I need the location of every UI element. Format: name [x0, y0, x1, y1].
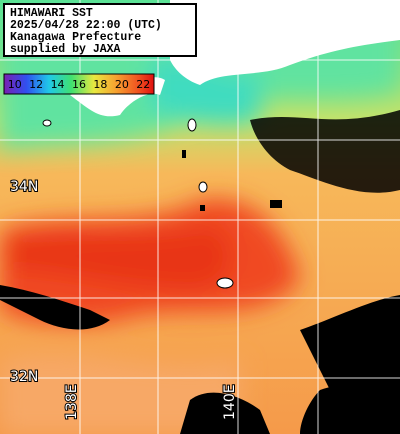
colorbar-label: 16: [72, 78, 86, 91]
colorbar-labels: 10 12 14 16 18 20 22: [8, 78, 151, 91]
longitude-label: 140E: [222, 384, 238, 420]
colorbar-label: 10: [8, 78, 22, 91]
info-line: HIMAWARI SST: [10, 7, 93, 20]
info-line: supplied by JAXA: [10, 43, 121, 56]
info-box: [3, 3, 197, 57]
colorbar-label: 18: [93, 78, 107, 91]
latitude-label: 34N: [10, 179, 38, 195]
longitude-label: 138E: [64, 384, 80, 420]
info-line: Kanagawa Prefecture: [10, 31, 141, 44]
colorbar-label: 20: [115, 78, 129, 91]
land: [170, 0, 400, 85]
colorbar: [3, 73, 155, 95]
colorbar-label: 22: [136, 78, 150, 91]
island: [42, 118, 234, 289]
cloud-mask: [0, 110, 400, 434]
colorbar-label: 14: [51, 78, 65, 91]
info-line: 2025/04/28 22:00 (UTC): [10, 19, 162, 32]
colorbar-label: 12: [29, 78, 43, 91]
latitude-label: 32N: [10, 369, 38, 385]
